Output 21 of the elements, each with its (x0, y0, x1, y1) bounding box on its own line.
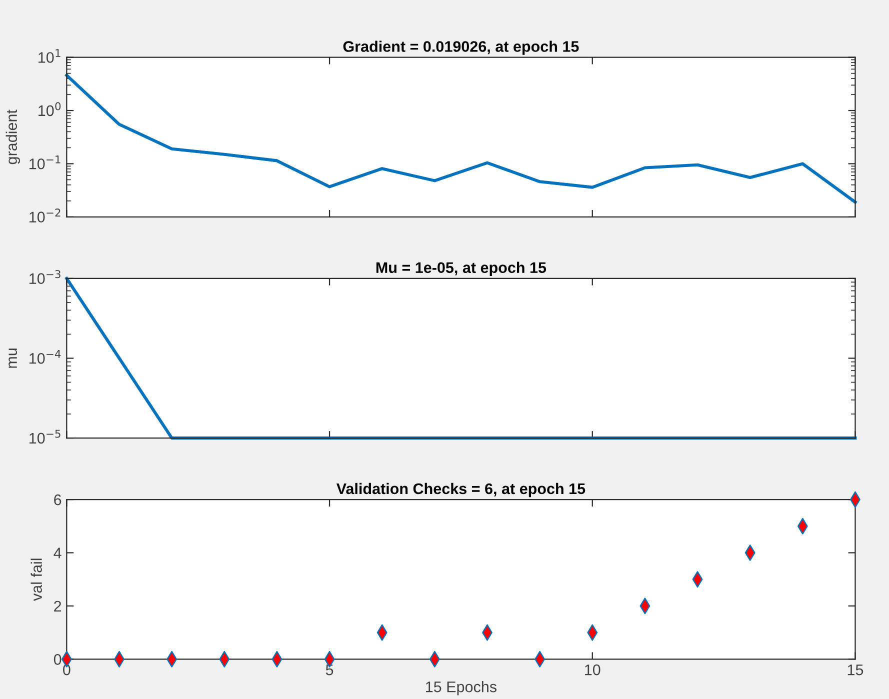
y-tick-label: 4 (54, 548, 62, 558)
y-tick-label: 2 (54, 600, 62, 612)
y-tick-label: 10$^{−1}$ (30, 156, 60, 170)
y-tick-label: 10$^{−4}$ (30, 350, 61, 364)
y-tick-label: 6 (54, 494, 62, 506)
y-tick-label: 10$^{−2}$ (30, 208, 60, 222)
y-tick-label: 10$^{−3}$ (30, 270, 60, 284)
chart-title: Mu = 1e-05, at epoch 15 (376, 262, 546, 276)
x-tick-label: 10 (585, 664, 600, 676)
chart-title: Validation Checks = 6, at epoch 15 (336, 482, 586, 498)
line-series (65, 74, 857, 204)
y-axis-title: val fail (30, 558, 42, 601)
y-tick-label: 10$^{−5}$ (30, 430, 60, 444)
x-tick-label: 15 (848, 664, 864, 676)
y-tick-label: 10$^{1}$ (38, 49, 60, 63)
x-axis-title: 15 Epochs (426, 681, 496, 696)
chart-title: Gradient = 0.019026, at epoch 15 (343, 40, 579, 55)
y-tick-label: 0 (54, 654, 62, 665)
y-tick-label: 10$^{0}$ (38, 102, 61, 116)
y-axis-title: gradient (6, 110, 20, 164)
y-axis-title: mu (8, 348, 17, 368)
